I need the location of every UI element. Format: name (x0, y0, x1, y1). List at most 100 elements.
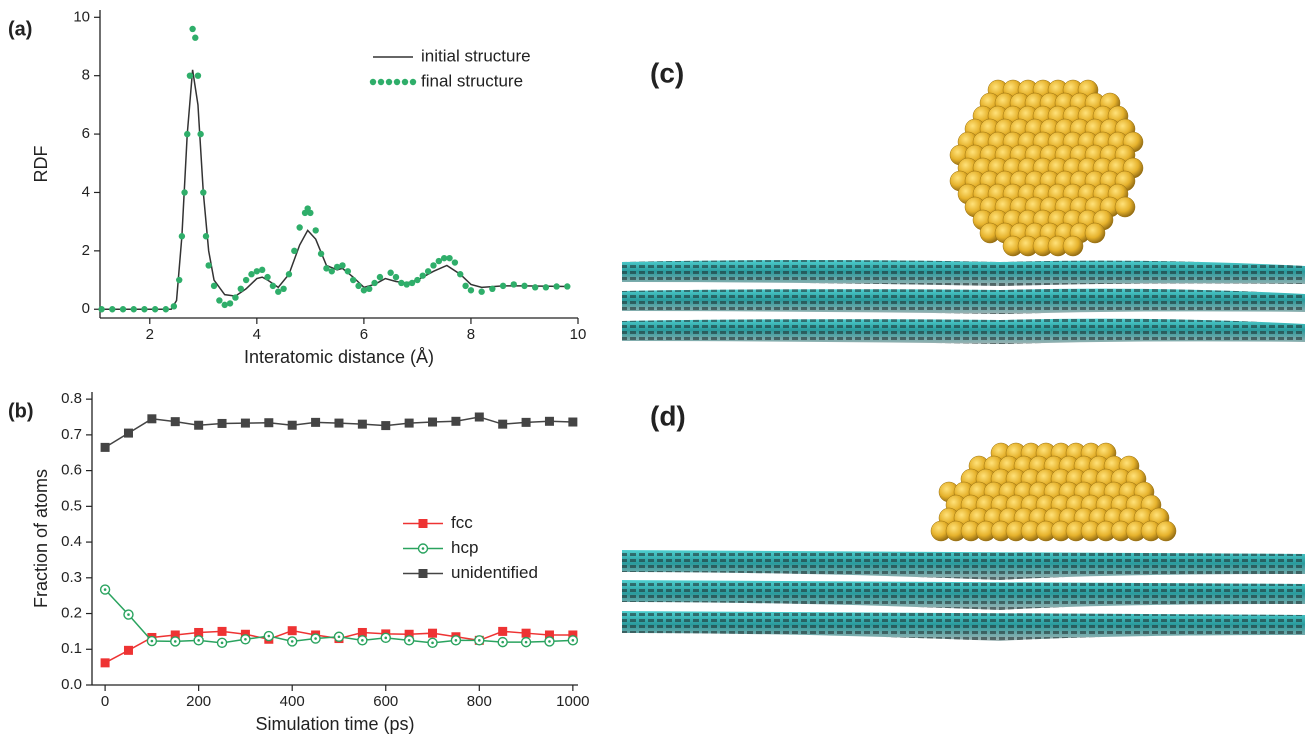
marker (194, 627, 204, 637)
marker (408, 279, 416, 287)
x-tick-label: 8 (467, 326, 475, 343)
marker (200, 189, 207, 196)
marker (489, 285, 496, 293)
marker (450, 635, 462, 646)
marker (521, 417, 531, 427)
marker (357, 627, 367, 637)
marker (287, 626, 297, 636)
marker (141, 306, 148, 313)
marker (568, 417, 578, 427)
y-tick-label: 0.5 (61, 497, 82, 514)
marker-center (173, 640, 177, 643)
y-tick-label: 0.1 (61, 640, 82, 657)
marker (403, 281, 410, 288)
marker (404, 629, 414, 639)
marker (567, 635, 579, 646)
marker (333, 263, 341, 271)
y-tick-label: 10 (73, 8, 90, 25)
marker (369, 78, 377, 86)
marker (349, 276, 357, 284)
y-tick-label: 0.0 (61, 676, 82, 693)
marker (263, 630, 275, 642)
marker (371, 279, 378, 287)
marker (381, 421, 391, 431)
marker (287, 636, 298, 647)
marker (147, 414, 157, 424)
marker (296, 224, 303, 231)
marker (242, 276, 250, 284)
marker (123, 645, 133, 655)
marker (417, 543, 429, 554)
y-tick-label: 0.2 (61, 605, 82, 622)
marker (498, 626, 508, 636)
marker-center (103, 588, 107, 591)
y-tick-label: 0.8 (61, 390, 82, 407)
marker (264, 273, 271, 281)
y-tick-label: 0.6 (61, 462, 82, 479)
marker (240, 418, 250, 428)
panel-label: (b) (8, 400, 34, 422)
marker (401, 78, 409, 86)
marker (467, 287, 475, 294)
marker (430, 262, 437, 269)
legend-label: final structure (421, 71, 523, 90)
marker (311, 417, 321, 427)
marker (258, 266, 266, 274)
marker (418, 519, 428, 528)
marker (404, 418, 414, 428)
marker (380, 632, 391, 644)
marker (393, 78, 401, 86)
marker (178, 233, 186, 240)
marker (498, 419, 508, 429)
marker (544, 630, 554, 640)
marker (186, 72, 194, 79)
marker (280, 285, 287, 293)
marker (462, 282, 469, 290)
marker-center (571, 639, 575, 642)
graphene-texture (622, 580, 1305, 610)
marker (248, 271, 255, 278)
marker (285, 271, 293, 278)
marker-center (127, 613, 130, 616)
marker (119, 306, 127, 313)
marker (109, 306, 116, 313)
marker (189, 25, 196, 33)
x-tick-label: 1000 (556, 693, 589, 710)
x-tick-label: 6 (360, 326, 368, 343)
series-line (101, 69, 568, 310)
marker (130, 306, 137, 313)
graphene-texture (622, 288, 1305, 314)
marker (221, 301, 228, 309)
marker (398, 279, 405, 287)
marker (181, 189, 188, 196)
marker-center (478, 639, 481, 642)
y-tick-label: 6 (82, 125, 90, 142)
marker (403, 635, 415, 646)
marker (100, 658, 110, 668)
marker (510, 281, 517, 288)
y-tick-label: 0 (82, 300, 90, 317)
marker (123, 428, 133, 438)
y-axis-label: RDF (31, 146, 51, 183)
marker (123, 609, 134, 620)
y-axis-label: Fraction of atoms (31, 469, 51, 608)
marker (202, 233, 210, 240)
marker (499, 282, 507, 290)
marker (360, 287, 368, 294)
marker (497, 636, 508, 648)
marker (435, 257, 443, 265)
marker (194, 72, 202, 79)
marker (217, 418, 227, 428)
marker (100, 442, 110, 452)
marker (357, 419, 367, 429)
marker (264, 418, 274, 428)
marker (240, 634, 251, 645)
marker (418, 569, 428, 578)
marker (323, 265, 330, 272)
marker-center (431, 641, 434, 645)
marker (474, 635, 485, 646)
marker (217, 626, 227, 636)
marker-center (384, 636, 388, 640)
legend-label: unidentified (451, 563, 538, 582)
atom (1062, 235, 1084, 257)
